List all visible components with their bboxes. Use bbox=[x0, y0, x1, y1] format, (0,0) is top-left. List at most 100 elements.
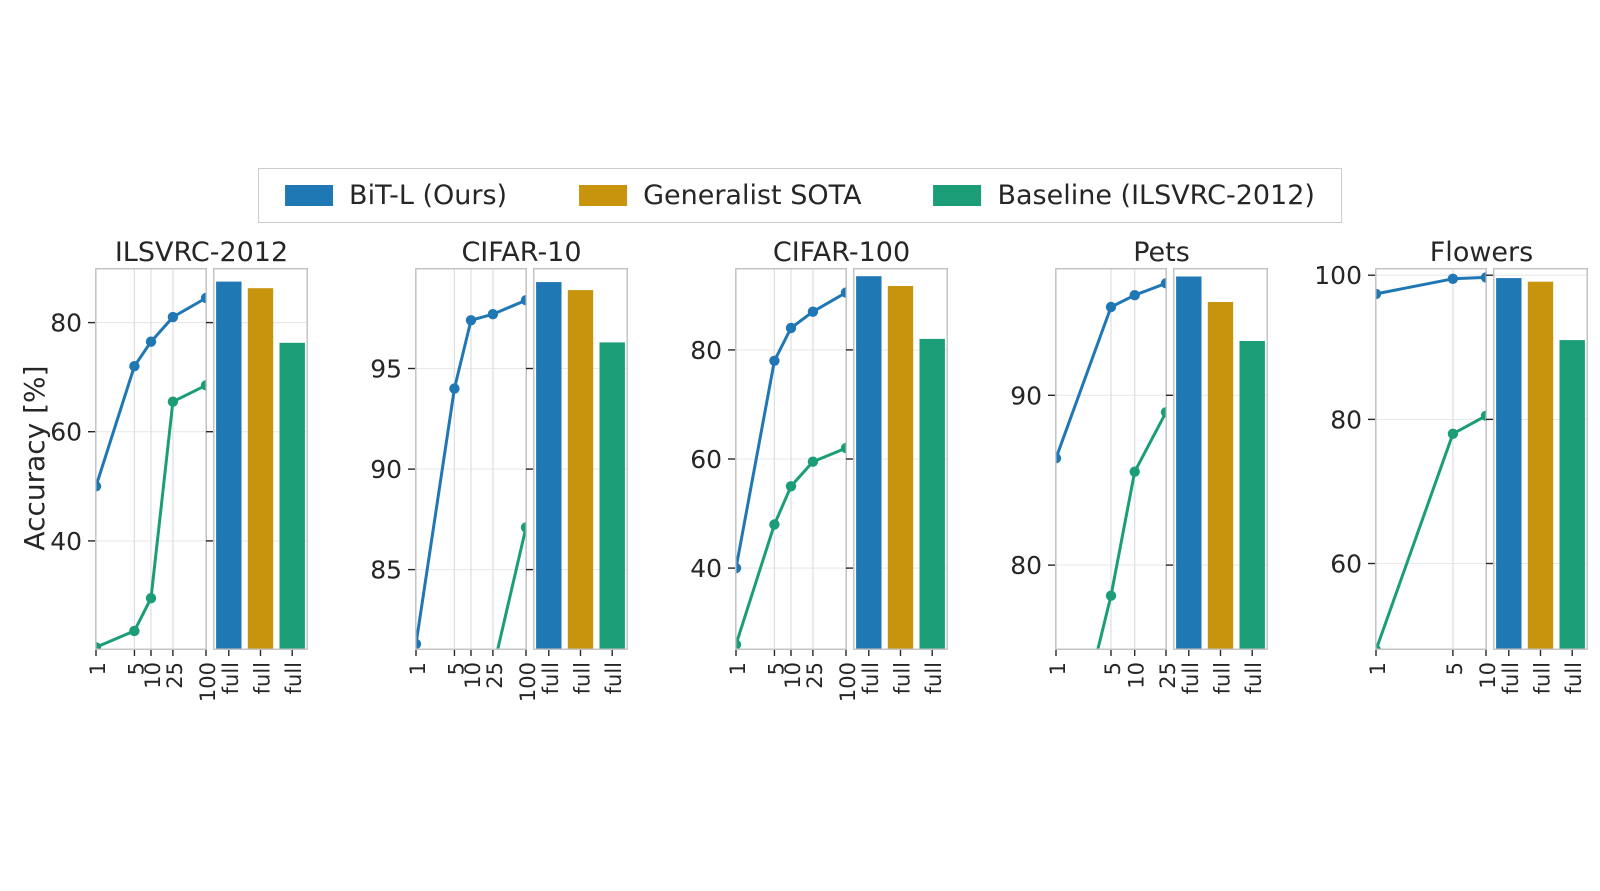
x-tick-label: full bbox=[602, 662, 626, 694]
data-marker bbox=[129, 625, 140, 637]
x-tick-label: 5 bbox=[764, 662, 788, 675]
y-tick-label: 90 bbox=[370, 455, 402, 484]
data-marker bbox=[1105, 301, 1117, 313]
data-marker bbox=[465, 315, 477, 326]
panel-title-cifar-100: CIFAR-100 bbox=[772, 237, 911, 268]
y-tick-label: 40 bbox=[50, 527, 82, 556]
data-marker bbox=[145, 336, 157, 347]
data-marker bbox=[735, 562, 742, 574]
line-series-baseline-ilsvrc-2012 bbox=[1096, 407, 1167, 650]
x-tick-label: 10 bbox=[1125, 662, 1149, 689]
bar-baseline-ilsvrc-2012 bbox=[1559, 340, 1585, 649]
data-marker bbox=[466, 806, 476, 816]
legend: BiT-L (Ours) Generalist SOTA Baseline (ILS… bbox=[258, 168, 1342, 223]
data-marker bbox=[1055, 453, 1062, 464]
panels: ILSVRC-2012 1 5 10 25 100 40 60 80 full full full CI… bbox=[50, 237, 1588, 702]
panel-plots: 1 5 10 25 100 40 60 80 full full full bbox=[690, 268, 948, 702]
y-tick-label: 40 bbox=[690, 554, 722, 583]
x-tick-label: full bbox=[891, 662, 915, 694]
full-dataset-bar-plot-cifar-100: full full full bbox=[846, 268, 948, 694]
y-axis-label: Accuracy [%] bbox=[18, 365, 51, 551]
x-tick-label: 1 bbox=[726, 662, 750, 675]
data-marker bbox=[807, 306, 819, 317]
legend-swatch-bit-l-ours bbox=[285, 185, 334, 206]
line-series-baseline-ilsvrc-2012 bbox=[466, 522, 527, 816]
plot-border bbox=[415, 268, 527, 650]
panel-pets: Pets 1 5 10 25 80 90 full full full bbox=[1010, 238, 1268, 694]
x-tick-label: 10 bbox=[1476, 662, 1500, 689]
plot-border bbox=[1493, 268, 1588, 650]
panel-plots: 1 5 10 25 100 85 90 95 full full full bbox=[370, 268, 628, 702]
line-series-baseline-ilsvrc-2012 bbox=[1375, 410, 1487, 650]
x-tick-label: full bbox=[859, 662, 883, 694]
bar-bit-l-ours bbox=[1496, 278, 1522, 649]
data-marker bbox=[95, 642, 102, 650]
data-marker bbox=[785, 481, 797, 492]
data-marker bbox=[1160, 407, 1167, 418]
legend-item-generalist-sota: Generalist SOTA bbox=[579, 180, 861, 211]
x-tick-label: full bbox=[539, 662, 563, 694]
data-marker bbox=[449, 383, 460, 394]
bar-generalist-sota bbox=[1527, 281, 1554, 649]
bar-bit-l-ours bbox=[216, 281, 242, 649]
data-marker bbox=[785, 322, 797, 334]
x-tick-label: 1 bbox=[1046, 662, 1070, 675]
data-marker bbox=[1480, 272, 1487, 283]
data-marker bbox=[735, 639, 742, 650]
panel-cifar-100: CIFAR-100 1 5 10 25 100 40 60 80 full full full bbox=[690, 237, 948, 702]
line-series-bit-l-ours bbox=[1055, 278, 1167, 464]
y-tick-label: 60 bbox=[690, 445, 722, 474]
x-tick-label: full bbox=[282, 662, 306, 694]
bar-baseline-ilsvrc-2012 bbox=[599, 342, 625, 649]
panel-title-cifar-10: CIFAR-10 bbox=[461, 237, 582, 268]
x-tick-label: full bbox=[1242, 662, 1266, 694]
data-marker bbox=[95, 481, 102, 492]
panel-plots: 1 5 10 25 100 40 60 80 full full full bbox=[50, 268, 308, 702]
data-marker bbox=[807, 456, 819, 467]
plot-border bbox=[95, 268, 207, 650]
x-tick-label: 1 bbox=[86, 662, 110, 675]
bar-generalist-sota bbox=[1207, 302, 1234, 649]
panel-plots: 1 5 10 60 80 100 full full full bbox=[1314, 261, 1588, 694]
x-tick-label: 10 bbox=[461, 662, 485, 689]
x-tick-label: 25 bbox=[483, 662, 507, 689]
bar-baseline-ilsvrc-2012 bbox=[919, 338, 945, 649]
y-tick-label: 100 bbox=[1314, 261, 1362, 290]
x-tick-label: 1 bbox=[406, 662, 430, 675]
y-tick-label: 80 bbox=[50, 309, 82, 338]
data-marker bbox=[145, 593, 157, 604]
bar-generalist-sota bbox=[567, 290, 594, 649]
legend-label: Generalist SOTA bbox=[643, 180, 862, 211]
data-marker bbox=[1375, 288, 1382, 300]
x-tick-label: 5 bbox=[1443, 662, 1467, 675]
line-series-baseline-ilsvrc-2012 bbox=[95, 380, 207, 650]
panel-cifar-10: CIFAR-10 1 5 10 25 100 85 90 95 full full full bbox=[370, 237, 628, 702]
y-tick-label: 90 bbox=[1010, 381, 1042, 410]
legend-item-baseline-ilsvrc-2012: Baseline (ILSVRC-2012) bbox=[933, 180, 1315, 211]
line-series-bit-l-ours bbox=[95, 292, 207, 492]
x-tick-label: full bbox=[1562, 662, 1586, 694]
data-marker bbox=[1129, 466, 1140, 477]
panel-flowers: Flowers 1 5 10 60 80 100 full full full bbox=[1314, 238, 1588, 694]
data-marker bbox=[1447, 273, 1459, 284]
full-dataset-bar-plot-pets: full full full bbox=[1166, 268, 1268, 694]
x-tick-label: full bbox=[1531, 662, 1555, 694]
plot-border bbox=[1173, 268, 1268, 650]
x-tick-label: 1 bbox=[1366, 662, 1390, 675]
line-path bbox=[496, 527, 527, 650]
plot-background bbox=[1375, 268, 1487, 650]
x-tick-label: full bbox=[251, 662, 275, 694]
line-series-bit-l-ours bbox=[735, 287, 847, 574]
y-tick-label: 80 bbox=[1330, 405, 1362, 434]
x-tick-label: full bbox=[219, 662, 243, 694]
data-marker bbox=[1105, 590, 1117, 601]
line-series-bit-l-ours bbox=[415, 295, 527, 650]
y-tick-label: 80 bbox=[1010, 551, 1042, 580]
bar-bit-l-ours bbox=[1176, 276, 1202, 649]
legend-label: BiT-L (Ours) bbox=[349, 180, 508, 211]
data-marker bbox=[840, 442, 847, 454]
y-tick-label: 60 bbox=[1330, 550, 1362, 579]
data-marker bbox=[520, 295, 527, 306]
y-tick-label: 60 bbox=[50, 418, 82, 447]
